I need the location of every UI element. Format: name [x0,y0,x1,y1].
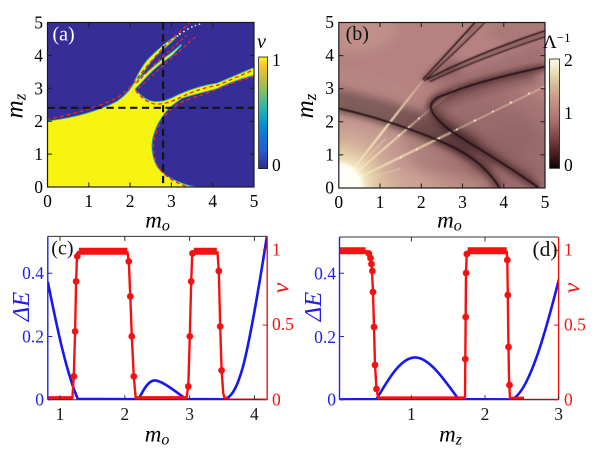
svg-text:0: 0 [334,192,343,212]
svg-text:1: 1 [325,144,334,164]
svg-text:1: 1 [56,404,65,424]
svg-text:0.5: 0.5 [564,315,586,335]
svg-text:3: 3 [325,78,334,98]
svg-text:3: 3 [458,192,467,212]
svg-text:5: 5 [325,12,334,32]
svg-text:mo: mo [145,422,170,449]
svg-text:1: 1 [564,240,573,260]
svg-text:4: 4 [325,45,334,65]
svg-text:(d): (d) [533,237,558,261]
svg-text:ΔE: ΔE [300,292,327,322]
svg-text:2: 2 [120,404,129,424]
svg-text:0: 0 [325,178,334,198]
svg-text:0.5: 0.5 [272,314,294,334]
svg-text:4: 4 [499,192,508,212]
svg-text:(c): (c) [51,237,73,259]
svg-text:mz: mz [292,93,320,118]
svg-text:2: 2 [126,191,135,211]
svg-text:1: 1 [272,239,281,259]
svg-text:3: 3 [554,404,563,424]
svg-text:0: 0 [272,155,281,175]
svg-text:4: 4 [208,191,217,211]
svg-text:ν: ν [559,282,585,293]
svg-text:0: 0 [327,390,336,410]
svg-text:0.2: 0.2 [314,327,336,347]
svg-text:5: 5 [250,191,259,211]
svg-text:1: 1 [564,103,573,123]
svg-text:0: 0 [43,191,52,211]
svg-text:(a): (a) [53,23,75,45]
svg-text:0.4: 0.4 [314,264,336,284]
svg-text:0.4: 0.4 [22,263,44,283]
svg-text:1: 1 [376,192,385,212]
svg-text:3: 3 [34,78,43,98]
svg-text:0: 0 [564,390,573,410]
svg-text:mz: mz [2,93,30,118]
svg-text:ΔE: ΔE [8,292,35,322]
svg-text:0: 0 [272,390,281,410]
svg-text:1: 1 [272,50,281,70]
svg-text:ν: ν [257,31,266,53]
svg-text:2: 2 [325,111,334,131]
svg-text:0: 0 [564,155,573,175]
svg-text:2: 2 [564,50,573,70]
svg-text:0: 0 [34,177,43,197]
svg-text:2: 2 [34,111,43,131]
svg-text:(b): (b) [346,23,369,45]
svg-text:1: 1 [407,404,416,424]
svg-text:5: 5 [541,192,550,212]
svg-text:mo: mo [145,208,170,235]
svg-text:ν: ν [269,282,295,293]
svg-text:1: 1 [84,191,93,211]
svg-text:1: 1 [34,144,43,164]
svg-text:4: 4 [250,404,259,424]
svg-text:0: 0 [35,390,44,410]
svg-text:2: 2 [481,404,490,424]
svg-text:2: 2 [417,192,426,212]
svg-text:4: 4 [34,45,43,65]
svg-text:0.2: 0.2 [22,326,44,346]
svg-text:mz: mz [439,422,463,449]
svg-text:3: 3 [185,404,194,424]
svg-text:5: 5 [34,13,43,33]
svg-text:3: 3 [167,191,176,211]
